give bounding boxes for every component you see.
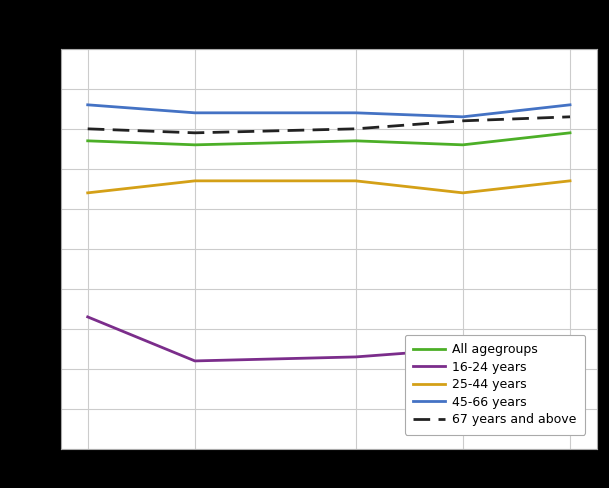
25-44 years bbox=[459, 190, 466, 196]
Line: 25-44 years: 25-44 years bbox=[88, 181, 570, 193]
45-66 years bbox=[459, 114, 466, 120]
67 years and above bbox=[191, 130, 199, 136]
25-44 years bbox=[352, 178, 359, 184]
45-66 years bbox=[566, 102, 574, 108]
Line: 45-66 years: 45-66 years bbox=[88, 105, 570, 117]
16-24 years bbox=[459, 346, 466, 352]
16-24 years bbox=[84, 314, 91, 320]
45-66 years bbox=[352, 110, 359, 116]
67 years and above bbox=[84, 126, 91, 132]
All agegroups bbox=[84, 138, 91, 144]
Line: 16-24 years: 16-24 years bbox=[88, 317, 570, 361]
45-66 years bbox=[191, 110, 199, 116]
16-24 years bbox=[191, 358, 199, 364]
All agegroups bbox=[191, 142, 199, 148]
67 years and above bbox=[459, 118, 466, 124]
All agegroups bbox=[352, 138, 359, 144]
25-44 years bbox=[191, 178, 199, 184]
Line: 67 years and above: 67 years and above bbox=[88, 117, 570, 133]
67 years and above bbox=[352, 126, 359, 132]
All agegroups bbox=[459, 142, 466, 148]
Legend: All agegroups, 16-24 years, 25-44 years, 45-66 years, 67 years and above: All agegroups, 16-24 years, 25-44 years,… bbox=[404, 335, 585, 435]
16-24 years bbox=[352, 354, 359, 360]
Line: All agegroups: All agegroups bbox=[88, 133, 570, 145]
25-44 years bbox=[84, 190, 91, 196]
25-44 years bbox=[566, 178, 574, 184]
All agegroups bbox=[566, 130, 574, 136]
67 years and above bbox=[566, 114, 574, 120]
45-66 years bbox=[84, 102, 91, 108]
16-24 years bbox=[566, 354, 574, 360]
